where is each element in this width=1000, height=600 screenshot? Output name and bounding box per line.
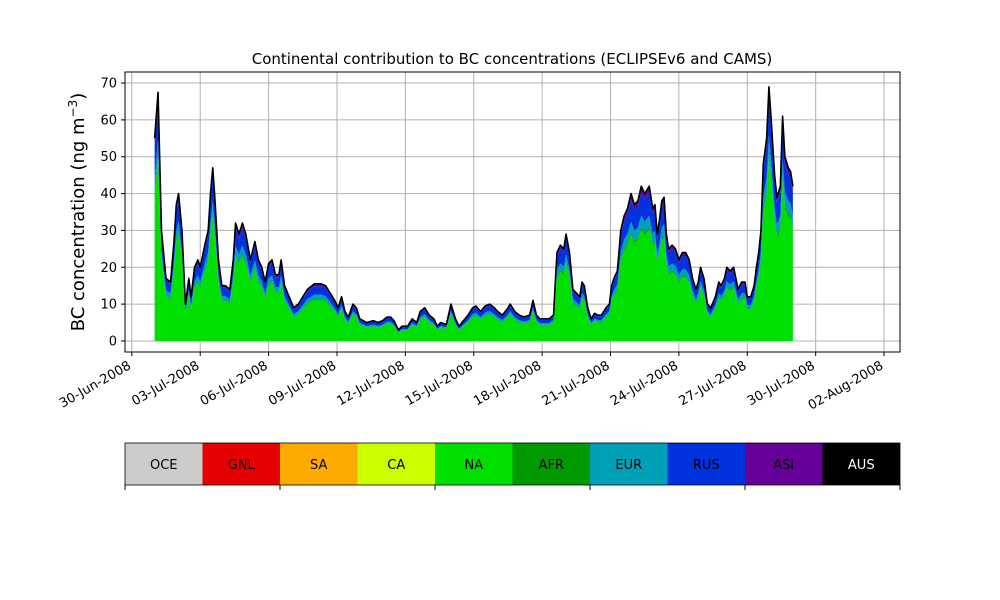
colorbar-label-rus: RUS: [693, 458, 720, 473]
x-axis-ticks: 30-Jun-200803-Jul-200806-Jul-200809-Jul-…: [57, 352, 886, 414]
x-tick-label: 12-Jul-2008: [335, 358, 408, 409]
plot-frame: [124, 71, 901, 353]
colorbar-swatch-ca: [357, 443, 435, 485]
x-tick-label: 06-Jul-2008: [198, 358, 271, 409]
colorbar-label-aus: AUS: [848, 458, 875, 473]
colorbar-swatch-na: [435, 443, 513, 485]
x-tick-label: 18-Jul-2008: [471, 358, 544, 409]
x-tick-label: 15-Jul-2008: [403, 358, 476, 409]
colorbar-label-gnl: GNL: [228, 458, 256, 473]
stacked-area-layer: [154, 86, 793, 341]
x-tick-label: 02-Aug-2008: [806, 358, 886, 413]
colorbar-label-asi: ASI: [773, 458, 794, 473]
colorbar-label-na: NA: [464, 458, 483, 473]
colorbar-label-ca: CA: [387, 458, 405, 473]
colorbar-swatch-asi: [745, 443, 823, 485]
colorbar-label-afr: AFR: [539, 458, 564, 473]
colorbar-label-sa: SA: [310, 458, 327, 473]
y-axis-label-main: BC concentration (ng m: [68, 117, 89, 331]
colorbar-swatch-afr: [512, 443, 590, 485]
x-tick-label: 30-Jun-2008: [57, 358, 134, 411]
y-tick-label: 30: [100, 224, 117, 239]
colorbar-swatch-eur: [590, 443, 668, 485]
y-tick-label: 50: [100, 150, 117, 165]
area-na: [154, 157, 793, 341]
y-tick-label: 60: [100, 113, 117, 128]
colorbar-swatch-oce: [125, 443, 203, 485]
y-tick-label: 10: [100, 298, 117, 313]
colorbar-swatch-gnl: [202, 443, 280, 485]
y-axis-label: BC concentration (ng m−3): [66, 93, 89, 332]
y-axis-label-superscript: −3: [66, 100, 80, 118]
y-axis-label-suffix: ): [68, 93, 89, 100]
colorbar-label-oce: OCE: [150, 458, 178, 473]
colorbar-swatch-sa: [280, 443, 358, 485]
y-tick-label: 20: [100, 261, 117, 276]
continent-colorbar: OCE GNL SA CA NA AFR EUR RUS ASI AUS: [124, 442, 901, 490]
x-tick-label: 03-Jul-2008: [129, 358, 202, 409]
total-outline: [153, 85, 794, 331]
y-axis-ticks: 0 10 20 30 40 50 60 70: [100, 77, 125, 349]
y-tick-label: 70: [100, 77, 117, 92]
grid-layer: [125, 72, 900, 352]
x-tick-label: 24-Jul-2008: [608, 358, 681, 409]
chart-title: Continental contribution to BC concentra…: [252, 50, 773, 68]
x-tick-label: 09-Jul-2008: [266, 358, 339, 409]
x-tick-label: 27-Jul-2008: [676, 358, 749, 409]
colorbar-frame: [124, 442, 901, 486]
y-tick-label: 40: [100, 187, 117, 202]
colorbar-label-eur: EUR: [615, 458, 642, 473]
x-tick-label: 21-Jul-2008: [540, 358, 613, 409]
colorbar-swatch-rus: [667, 443, 745, 485]
colorbar-swatch-aus: [822, 443, 900, 485]
total-outline-layer: [153, 85, 794, 331]
y-tick-label: 0: [109, 334, 117, 349]
